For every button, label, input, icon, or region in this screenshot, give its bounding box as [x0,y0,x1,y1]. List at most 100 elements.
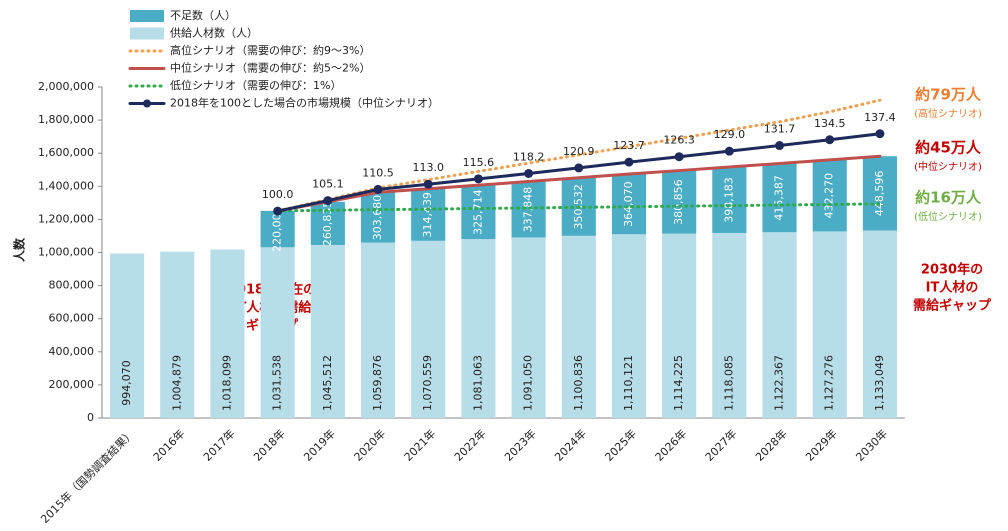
marker [323,196,333,206]
marker [875,129,885,139]
line [276,202,882,213]
bar [310,244,345,418]
legend-label: 2018年を100とした場合の市場規模（中位シナリオ） [170,96,439,110]
bar-value-label: 1,091,050 [522,355,535,411]
x-tick-label: 2019年 [301,426,338,463]
x-tick-label: 2030年 [853,426,890,463]
bar-value-label: 398,183 [722,177,735,223]
bar-value-label: 314,439 [421,192,434,238]
y-tick-label: 1,000,000 [38,246,94,259]
annotation: 約45万人 [915,139,982,157]
bar-value-label: 1,045,512 [321,355,334,411]
bar-value-label: 415,387 [773,175,786,221]
bar [561,235,596,418]
line-value-label: 129.0 [714,128,746,141]
bar-value-label: 448,596 [873,171,886,217]
line-value-label: 126.3 [663,134,695,147]
bar [360,192,396,243]
x-tick-label: 2026年 [652,426,689,463]
bar-value-label: 303,680 [371,195,384,241]
line-value-label: 105.1 [312,178,344,191]
bar [762,163,797,233]
bar [712,167,747,233]
y-tick-label: 600,000 [49,312,95,325]
bar [411,188,446,241]
marker [674,152,684,162]
x-tick-label: 2028年 [752,426,789,463]
x-tick-label: 2023年 [501,426,538,463]
bar [712,232,747,418]
line-value-label: 120.9 [563,145,595,158]
marker [825,135,835,145]
bar [862,230,897,418]
marker [423,179,433,189]
line-value-label: 131.7 [764,123,796,136]
line-value-label: 115.6 [463,156,495,169]
y-tick-label: 200,000 [49,378,95,391]
bar-value-label: 1,133,049 [873,355,886,411]
legend-label: 供給人材数（人） [170,26,258,40]
x-tick-label: 2024年 [552,426,589,463]
x-tick-label: 2015年（国勢調査結果） [38,426,138,526]
bar-value-label: 1,110,121 [622,355,635,411]
line-value-label: 134.5 [814,117,846,130]
bar-value-label: 1,031,538 [271,355,284,411]
y-tick-label: 400,000 [49,345,95,358]
bar-value-label: 1,100,836 [572,355,585,411]
annotation: IT人材の [926,280,979,296]
bar-value-label: 1,004,879 [170,355,183,411]
bar-value-label: 380,856 [672,179,685,225]
bar [461,239,496,418]
x-tick-label: 2021年 [401,426,438,463]
x-tick-label: 2020年 [351,426,388,463]
bar [611,234,647,418]
legend-label: 不足数（人） [170,9,236,22]
bar-value-label: 1,059,876 [371,355,384,411]
bar [360,242,396,418]
line-value-label: 100.0 [262,188,294,201]
marker [524,168,534,178]
line-value-label: 113.0 [412,161,444,174]
bar [511,237,546,418]
y-tick-label: 1,600,000 [38,146,94,159]
annotation: 2030年の [921,262,983,278]
annotation: (低位シナリオ) [914,210,982,223]
x-tick-label: 2017年 [200,426,237,463]
bar [160,251,195,418]
y-tick-label: 800,000 [49,279,95,292]
bar-value-label: 1,122,367 [773,355,786,411]
bar-value-label: 432,270 [823,173,836,219]
y-axis-label: 人数 [12,237,27,262]
y-tick-label: 1,800,000 [38,113,94,126]
x-tick-label: 2029年 [802,426,839,463]
bar [862,156,897,231]
y-tick-label: 1,400,000 [38,179,94,192]
line-value-label: 123.7 [613,139,645,152]
marker [775,141,785,151]
bar [812,159,847,232]
annotation: (高位シナリオ) [914,107,982,120]
bar-value-label: 1,070,559 [421,355,434,411]
bar [260,210,295,248]
bar-value-label: 337,848 [522,187,535,233]
x-tick-label: 2022年 [451,426,488,463]
legend-swatch [130,27,164,40]
annotation: 約16万人 [915,189,982,207]
bar-value-label: 220,000 [271,206,284,252]
line-value-label: 118.2 [513,150,545,163]
x-tick-label: 2027年 [702,426,739,463]
bar-value-label: 1,118,085 [722,355,735,411]
marker [624,157,634,167]
annotation: (中位シナリオ) [914,160,982,173]
line-value-label: 137.4 [864,111,896,124]
marker [473,174,483,184]
bar [662,170,697,234]
y-tick-label: 0 [87,411,94,424]
bar-value-label: 260,835 [321,201,334,247]
bar [260,247,295,418]
bar-value-label: 994,070 [120,360,133,406]
legend: 不足数（人） 供給人材数（人） 高位シナリオ（需要の伸び：約9～3%） 中位シナリオ（… [128,9,439,110]
bar-value-label: 1,081,063 [471,355,484,411]
bar [762,232,797,418]
